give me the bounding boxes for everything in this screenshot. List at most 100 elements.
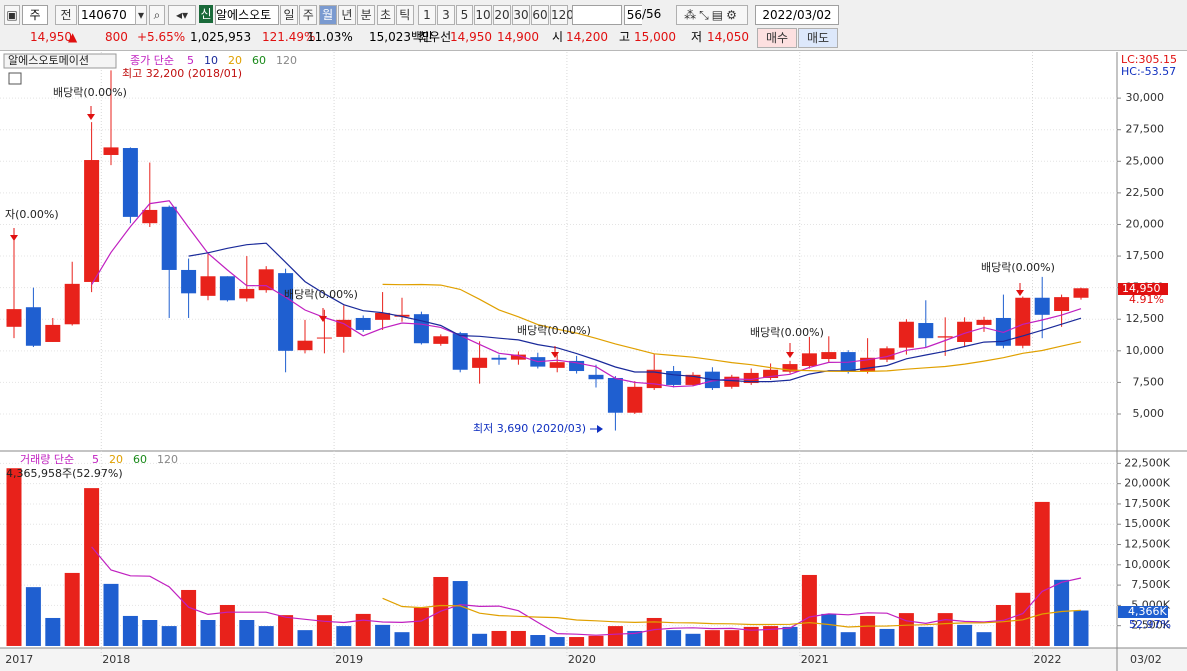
y-tick-label: 22,500 [1126,186,1165,199]
volume-note: 4,365,958주(52.97%) [6,467,123,480]
candle-body [316,337,332,339]
volume-bar [297,630,313,646]
y-tick-label: 2,500K [1131,619,1170,632]
candle-body [782,364,798,372]
candle-body [937,336,953,338]
ask: 14,950 [450,30,492,44]
dividend-note: 배당락(0.00%) [750,326,824,339]
low-arrow-head [597,425,603,433]
date-input[interactable]: 2022/03/02 [755,5,839,25]
volume-bar [666,630,682,646]
candle-body [898,321,914,348]
period-tab[interactable]: 일 [280,5,298,25]
period-tab[interactable]: 초 [376,5,395,25]
ma-legend: 5 [92,453,99,466]
dividend-arrow-head [551,352,559,358]
ma-label: 종가 단순 [130,54,174,67]
last-volume: 4,366K [1128,605,1167,618]
candle-body [685,374,701,385]
y-tick-label: 12,500 [1126,312,1165,325]
volume-bar [860,615,876,646]
y-tick-label: 5,000 [1133,407,1165,420]
volume-bar [161,626,177,646]
low-note: 최저 3,690 (2020/03) [473,422,586,435]
volume-bar [743,626,759,646]
candle-body [724,376,740,387]
unit-button[interactable]: 10 [474,5,492,25]
buy-button[interactable]: 매수 [757,28,797,48]
volume-bar [510,630,526,646]
volume-bar [588,635,604,646]
prev-button[interactable]: 전 [55,5,77,25]
candle-body [491,357,507,360]
ma-legend: 60 [133,453,147,466]
unit-select[interactable] [572,5,622,25]
high: 15,000 [634,30,676,44]
candle-body [1073,288,1089,298]
period-tab[interactable]: 월 [318,5,337,25]
open: 14,200 [566,30,608,44]
unit-button[interactable]: 60 [531,5,549,25]
unit-button[interactable]: 20 [493,5,511,25]
period-tab[interactable]: 주 [299,5,318,25]
candle-body [1054,297,1070,312]
volume-bar [375,624,391,646]
volume-bar [704,630,720,646]
unit-button[interactable]: 120 [550,5,574,25]
market-select[interactable]: 주 [22,5,48,25]
unit-button[interactable]: 1 [418,5,436,25]
period-tab[interactable]: 년 [337,5,356,25]
chart-title: 알에스오토메이션 [8,53,89,67]
dropdown[interactable]: ▾ [135,5,147,25]
unit-button[interactable]: 3 [437,5,455,25]
volume-bar [957,624,973,646]
volume-bar [84,488,100,646]
volume-bar [782,626,798,646]
dividend-arrow-head [10,235,18,241]
candle-body [122,148,138,217]
candle-body [278,273,294,351]
ma-legend: 120 [157,453,178,466]
candle-body [64,283,80,325]
x-tick-label: 2021 [801,653,829,666]
volume-bar [607,626,623,646]
volume-bar [646,617,662,646]
candle-body [743,372,759,384]
menu-icon[interactable]: ▣ [4,5,20,25]
y-tick-label: 10,000 [1126,344,1165,357]
volume-bar [1073,610,1089,646]
candle-body [1015,297,1031,346]
candle-body [763,369,779,378]
candle-body [394,314,410,317]
candle-body [45,324,61,342]
lc-label: LC:305.15 [1121,53,1177,66]
candle-body [200,276,216,296]
volume-bar [103,583,119,646]
candle-body [355,317,371,330]
search-button[interactable]: ⌕ [149,5,165,25]
low-label: 저 [691,30,703,44]
volume-bar [549,637,565,646]
y-tick-label: 10,000K [1124,558,1170,571]
unit-button[interactable]: 30 [512,5,530,25]
tool-icons[interactable]: ⁂⤡▤⚙ [676,5,748,25]
period-tab[interactable]: 틱 [395,5,414,25]
period-tab[interactable]: 분 [357,5,376,25]
high-label: 고 [619,30,631,44]
unit-button[interactable]: 5 [456,5,473,25]
volume-bar [491,630,507,646]
code-input[interactable]: 140670 [78,5,138,25]
candle-body [219,276,235,301]
volume-bar [995,604,1011,646]
sell-button[interactable]: 매도 [798,28,838,48]
volume: 1,025,953 [190,30,252,44]
volume-bar [122,615,138,646]
amount: 15,023백만 [369,30,434,44]
y-tick-label: 7,500 [1133,375,1165,388]
total: /56 [642,7,662,21]
volume-bar [801,574,817,646]
volume-bar [200,620,216,646]
sound-button[interactable]: ◂▾ [168,5,196,25]
volume-bar [181,589,197,646]
y-tick-label: 20,000K [1124,477,1170,490]
